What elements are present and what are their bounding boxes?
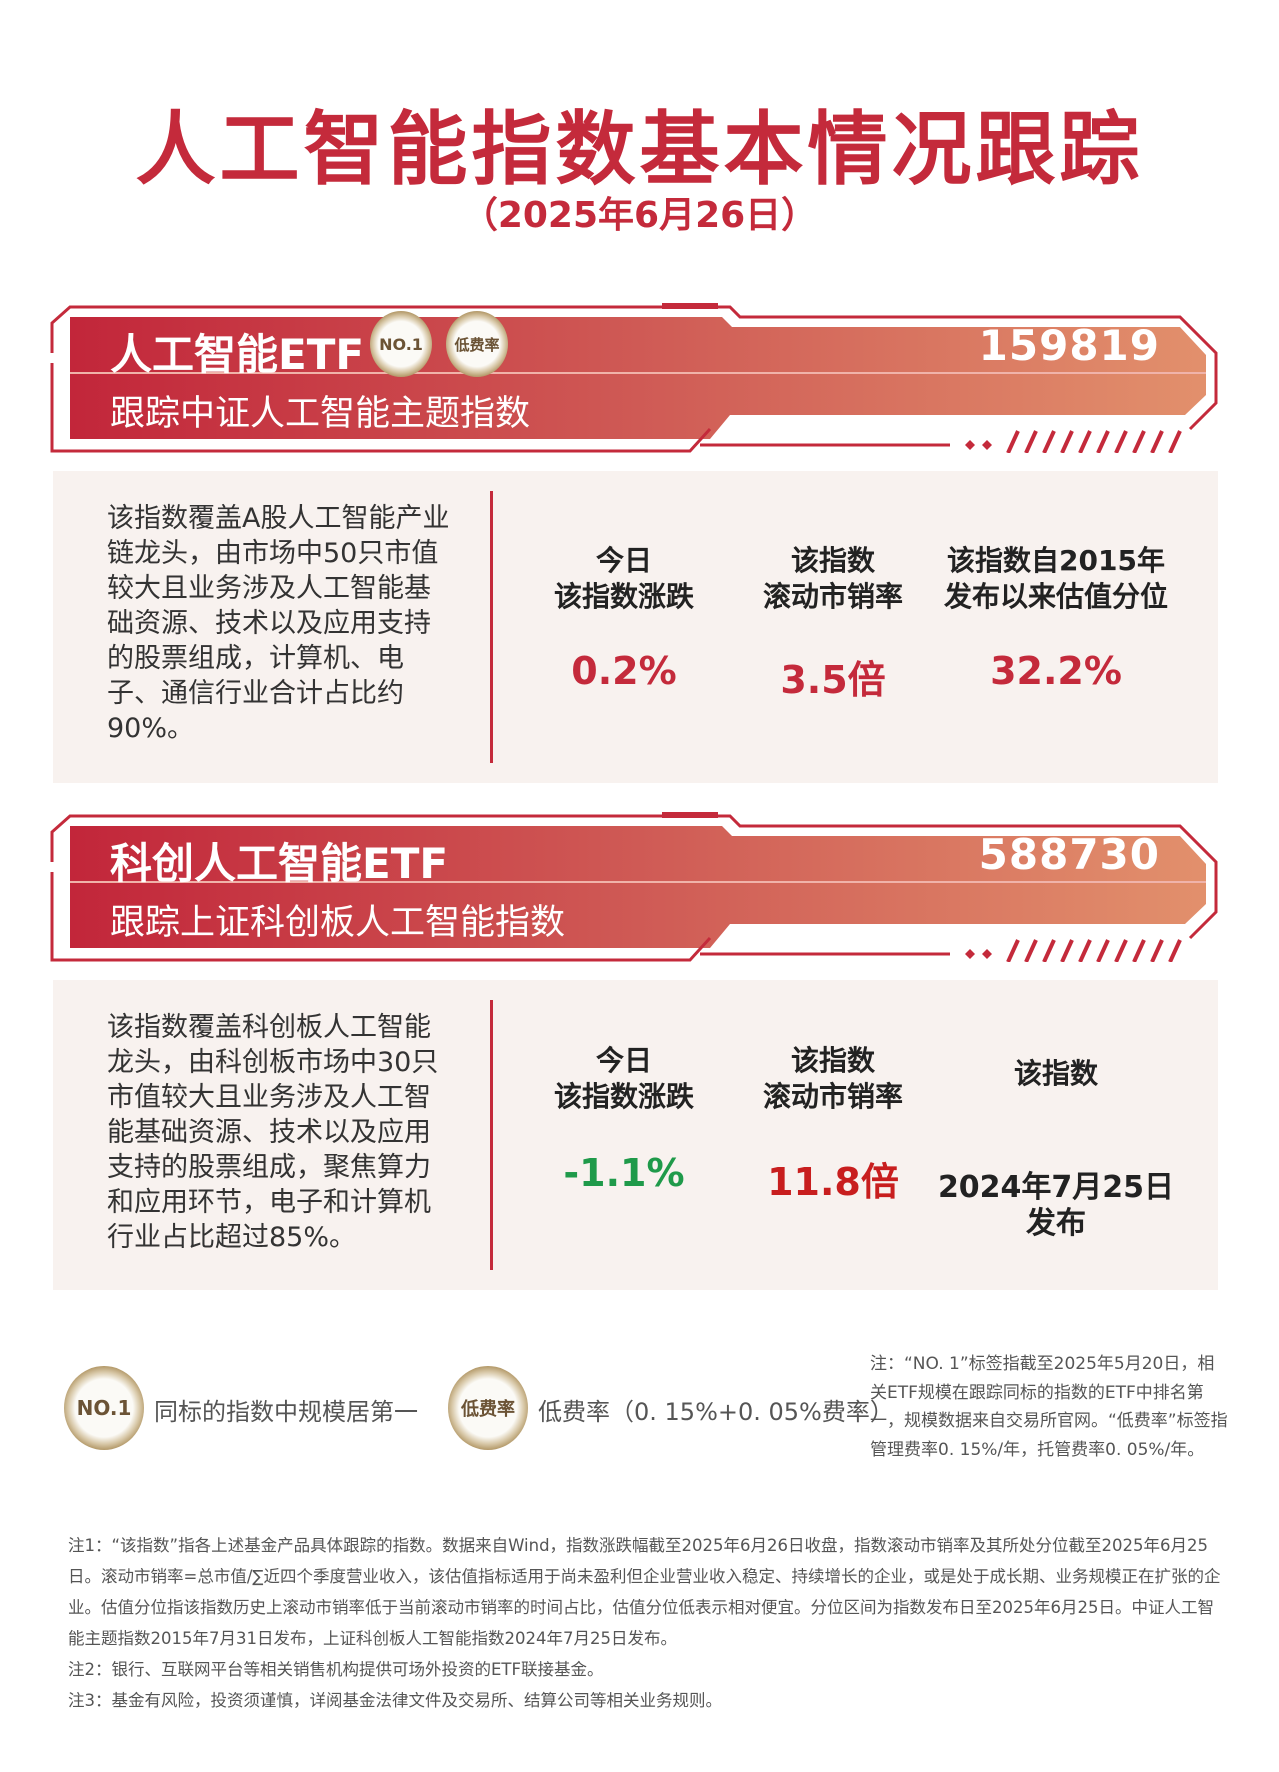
fund-banner-1: 人工智能ETF NO.1 低费率 159819 跟踪中证人工智能主题指数 <box>50 303 1220 453</box>
stripe-decoration <box>1078 939 1092 962</box>
fund-name: 人工智能ETF <box>110 330 365 379</box>
low-fee-badge-icon: 低费率 <box>448 1366 528 1450</box>
tracking-index: 跟踪中证人工智能主题指数 <box>110 394 531 434</box>
stripe-decoration <box>1150 430 1164 453</box>
stat-daily-change: 今日 该指数涨跌 -1.1% <box>553 1044 694 1195</box>
stat-launch-date: 该指数 2024年7月25日 发布 <box>937 1057 1175 1241</box>
divider <box>490 1000 493 1270</box>
stripe-decoration <box>1060 430 1074 453</box>
footnote-1: 注1：“该指数”指各上述基金产品具体跟踪的指数。数据来自Wind，指数涨跌幅截至… <box>68 1536 1221 1648</box>
fund-code: 588730 <box>978 830 1160 879</box>
legend-low-fee-text: 低费率（0. 15%+0. 05%费率） <box>538 1398 894 1426</box>
no1-badge-icon: NO.1 <box>370 311 432 377</box>
stripe-decoration <box>1042 939 1056 962</box>
stripe-decoration <box>1168 430 1182 453</box>
badge-note: 注：“NO. 1”标签指截至2025年5月20日，相关ETF规模在跟踪同标的指数… <box>870 1354 1228 1460</box>
low-fee-badge-icon: 低费率 <box>446 311 508 377</box>
page-title: 人工智能指数基本情况跟踪 <box>135 103 1144 196</box>
tracking-index: 跟踪上证科创板人工智能指数 <box>110 903 566 943</box>
stripe-decoration <box>1096 430 1110 453</box>
footnotes: 注1：“该指数”指各上述基金产品具体跟踪的指数。数据来自Wind，指数涨跌幅截至… <box>68 1530 1228 1716</box>
fund-info-panel-1: 该指数覆盖A股人工智能产业链龙头，由市场中50只市值较大且业务涉及人工智能基础资… <box>53 471 1218 783</box>
stripe-decoration <box>1114 939 1128 962</box>
stat-ps-ratio: 该指数 滚动市销率 3.5倍 <box>762 544 903 702</box>
fund-banner-2: 科创人工智能ETF 588730 跟踪上证科创板人工智能指数 <box>50 812 1220 962</box>
stripe-decoration <box>1150 939 1164 962</box>
stripe-decoration <box>1024 939 1038 962</box>
legend-no1-text: 同标的指数中规模居第一 <box>154 1398 418 1426</box>
stat-daily-change: 今日 该指数涨跌 0.2% <box>553 544 694 693</box>
fund-info-panel-2: 该指数覆盖科创板人工智能龙头，由科创板市场中30只市值较大且业务涉及人工智能基础… <box>53 980 1218 1290</box>
banner-frame <box>50 303 1218 453</box>
stripe-decoration <box>1132 939 1146 962</box>
fund-code: 159819 <box>978 321 1160 370</box>
stripe-decoration <box>1168 939 1182 962</box>
stat-valuation-percentile: 该指数自2015年 发布以来估值分位 32.2% <box>943 544 1168 693</box>
stripe-decoration <box>1024 430 1038 453</box>
report-date: （2025年6月26日） <box>461 195 818 236</box>
stripe-decoration <box>1006 939 1020 962</box>
stripe-decoration <box>1006 430 1020 453</box>
fund-name: 科创人工智能ETF <box>110 839 449 888</box>
stripe-decoration <box>1060 939 1074 962</box>
banner-frame <box>50 812 1218 962</box>
stripe-decoration <box>1114 430 1128 453</box>
footnote-3: 注3：基金有风险，投资须谨慎，详阅基金法律文件及交易所、结算公司等相关业务规则。 <box>68 1691 722 1710</box>
index-description: 该指数覆盖A股人工智能产业链龙头，由市场中50只市值较大且业务涉及人工智能基础资… <box>107 503 450 744</box>
index-description: 该指数覆盖科创板人工智能龙头，由科创板市场中30只市值较大且业务涉及人工智能基础… <box>107 1012 439 1253</box>
stripe-decoration <box>1078 430 1092 453</box>
stat-ps-ratio: 该指数 滚动市销率 11.8倍 <box>762 1044 903 1204</box>
footnote-2: 注2：银行、互联网平台等相关销售机构提供可场外投资的ETF联接基金。 <box>68 1660 604 1679</box>
divider <box>490 491 493 763</box>
stripe-decoration <box>1132 430 1146 453</box>
no1-badge-icon: NO.1 <box>64 1366 144 1450</box>
stripe-decoration <box>1096 939 1110 962</box>
stripe-decoration <box>1042 430 1056 453</box>
